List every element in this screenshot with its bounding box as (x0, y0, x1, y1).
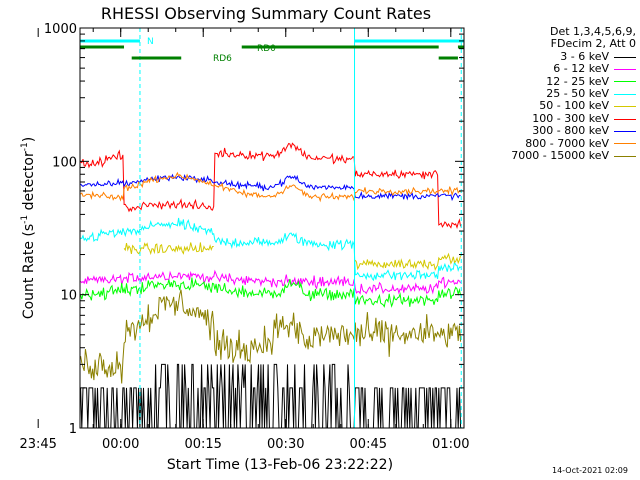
y-axis-label-end: ) (21, 137, 37, 142)
legend-entry-label: 300 - 800 keV (532, 124, 609, 138)
legend: Det 1,3,4,5,6,9, FDecim 2, Att 0 3 - 6 k… (470, 25, 636, 163)
y-axis-label-mid: detector (21, 151, 37, 215)
legend-entry-label: 50 - 100 keV (539, 99, 609, 113)
legend-swatch (614, 56, 636, 58)
x-tick-label: 00:45 (350, 437, 387, 452)
x-axis-label: Start Time (13-Feb-06 23:22:22) (167, 457, 393, 473)
legend-entry-300-800-kev: 300 - 800 keV (470, 124, 636, 138)
y-tick-label: 1000 (44, 22, 77, 37)
rd6-label: RD6 (213, 54, 232, 64)
legend-entry-label: 3 - 6 keV (560, 49, 609, 63)
series-line-50-100-kev (123, 242, 462, 271)
legend-entry-label: 800 - 7000 keV (525, 136, 609, 150)
legend-entry-label: 25 - 50 keV (546, 87, 609, 101)
y-axis-label-main: Count Rate (s (21, 224, 37, 319)
legend-entry-25-50-kev: 25 - 50 keV (470, 87, 636, 101)
legend-swatch (614, 93, 636, 95)
night-label: N (147, 37, 154, 47)
legend-entry-label: 12 - 25 keV (546, 74, 609, 88)
legend-entry-7000-15000-kev: 7000 - 15000 keV (470, 149, 636, 163)
legend-entry-12-25-kev: 12 - 25 keV (470, 74, 636, 88)
series-line-100-300-kev (80, 142, 462, 230)
legend-entry-100-300-kev: 100 - 300 keV (470, 111, 636, 125)
legend-swatch (614, 68, 636, 70)
y-axis: 1 10 100 1000 (44, 22, 464, 437)
y-axis-label: Count Rate (s-1 detector-1) (20, 137, 37, 319)
series-line-3-6-kev (80, 363, 462, 429)
x-tick-label: 23:45 (19, 437, 56, 452)
y-axis-label-sup2: -1 (20, 142, 30, 151)
legend-swatch (614, 106, 636, 108)
y-tick-label: 1 (69, 422, 77, 437)
y-tick-label: 10 (60, 289, 77, 304)
x-tick-label: 00:30 (267, 437, 304, 452)
x-tick-label: 00:15 (184, 437, 221, 452)
legend-entry-3-6-kev: 3 - 6 keV (470, 49, 636, 63)
legend-entry-label: 100 - 300 keV (532, 111, 609, 125)
x-tick-label: 01:00 (432, 437, 469, 452)
series-line-12-25-kev (80, 277, 462, 308)
rd0-label: RD0 (257, 44, 276, 54)
chart-title: RHESSI Observing Summary Count Rates (101, 4, 431, 23)
x-tick-label: 00:00 (102, 437, 139, 452)
y-tick-label: 100 (52, 155, 77, 170)
series-line-800-7000-kev (80, 171, 461, 203)
legend-swatch (614, 130, 636, 132)
legend-swatch (614, 155, 636, 157)
legend-entry-50-100-kev: 50 - 100 keV (470, 100, 636, 112)
legend-header-1: Det 1,3,4,5,6,9, (549, 25, 636, 38)
legend-entry-label: 6 - 12 keV (553, 62, 609, 76)
legend-entry-6-12-kev: 6 - 12 keV (470, 62, 636, 76)
series-line-6-12-kev (80, 269, 462, 295)
series-line-300-800-kev (80, 173, 461, 202)
series-layer (80, 142, 462, 429)
legend-rows: 3 - 6 keV 6 - 12 keV 12 - 25 keV 25 - 50 ke… (470, 49, 636, 163)
legend-swatch (614, 143, 636, 145)
series-line-7000-15000-kev (80, 289, 462, 384)
legend-entry-800-7000-kev: 800 - 7000 keV (470, 136, 636, 150)
legend-entry-label: 7000 - 15000 keV (511, 149, 609, 163)
legend-header-2: FDecim 2, Att 0 (550, 37, 636, 51)
y-axis-label-sup1: -1 (20, 215, 30, 224)
legend-swatch (614, 118, 636, 120)
marker-layer: N RD0 RD6 (79, 28, 464, 428)
series-line-25-50-kev (80, 217, 461, 282)
legend-swatch (614, 81, 636, 83)
generation-timestamp: 14-Oct-2021 02:09 (552, 466, 628, 475)
plot-frame (79, 27, 465, 429)
